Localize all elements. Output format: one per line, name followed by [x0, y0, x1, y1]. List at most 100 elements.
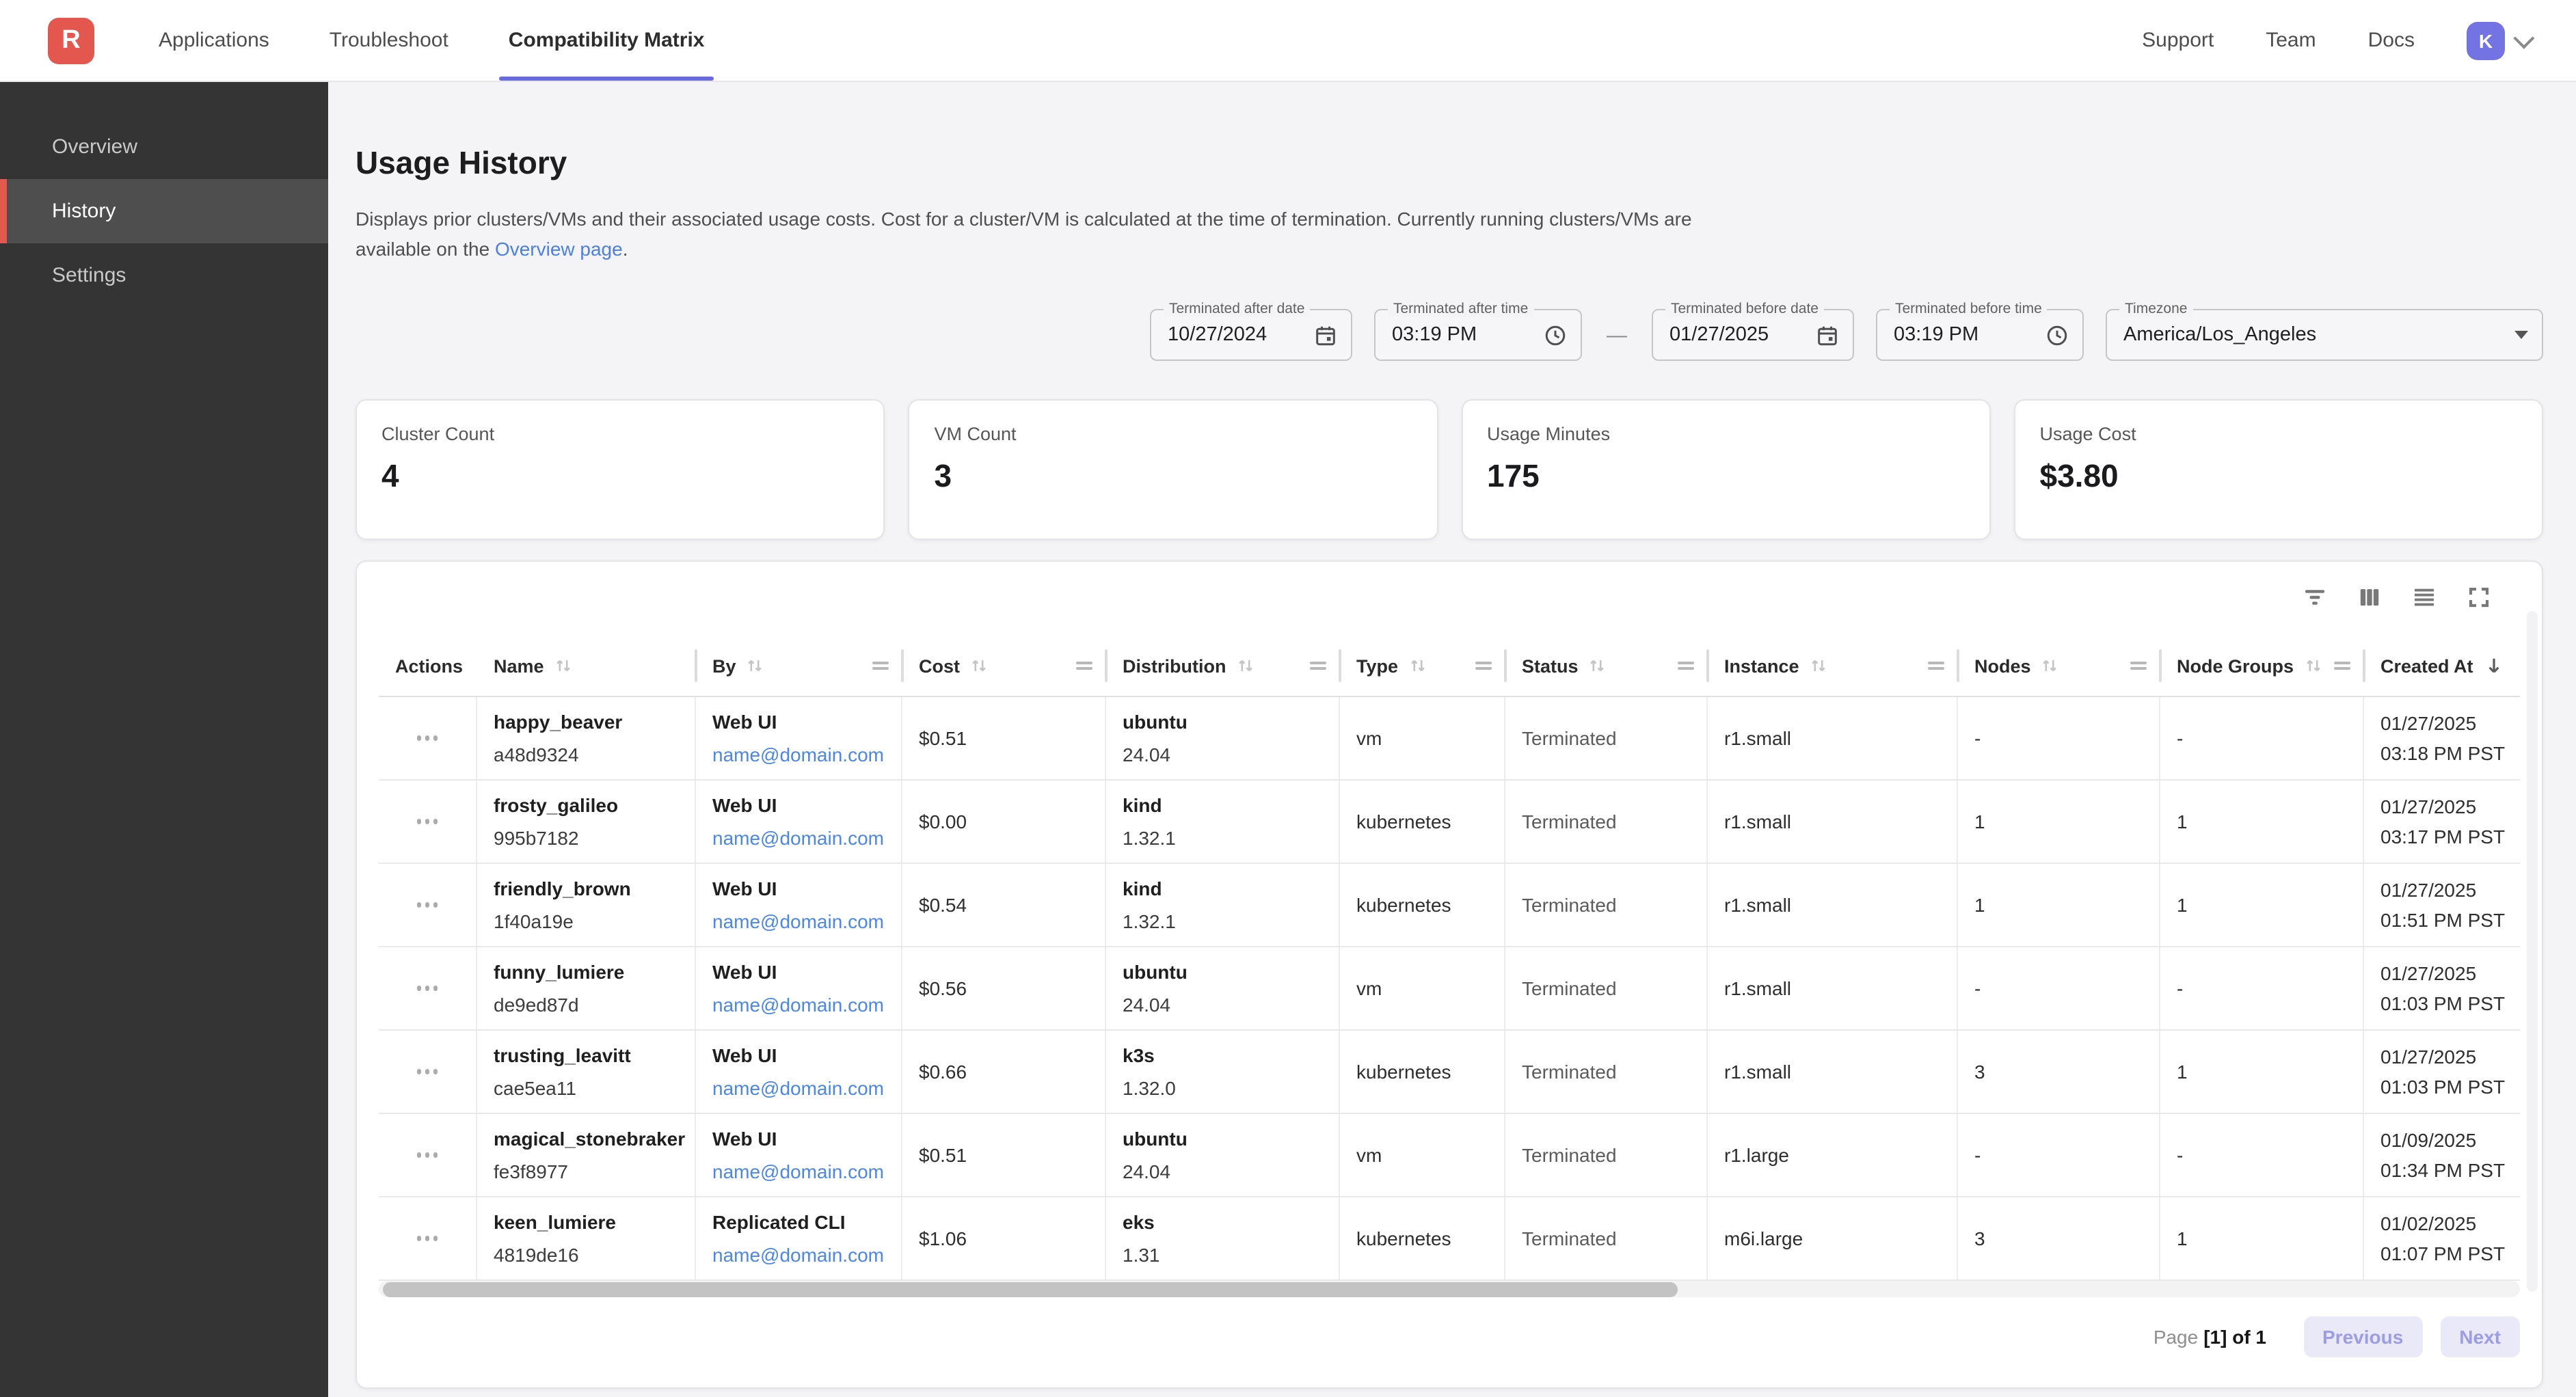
column-header-created-at[interactable]: Created At [2364, 636, 2520, 696]
terminated-after-time-field[interactable]: Terminated after time 03:19 PM [1374, 301, 1582, 361]
sort-icon[interactable] [1809, 656, 1828, 675]
column-menu-icon[interactable] [1310, 661, 1326, 670]
created-by-email-link[interactable]: name@domain.com [712, 826, 884, 848]
column-header-instance[interactable]: Instance [1708, 636, 1959, 696]
table-row: trusting_leavitt cae5ea11 Web UI name@doma… [379, 1031, 2520, 1114]
avatar[interactable]: K [2467, 21, 2505, 59]
nav-link-team[interactable]: Team [2266, 29, 2316, 52]
table-footer: Page [1] of 1 Previous Next [357, 1297, 2542, 1357]
tab-troubleshoot[interactable]: Troubleshoot [329, 29, 448, 52]
column-header-cost[interactable]: Cost [902, 636, 1108, 696]
sort-icon[interactable] [2303, 656, 2322, 675]
nodes-cell: 3 [1958, 1197, 2160, 1279]
cluster-id: fe3f8977 [494, 1160, 568, 1182]
calendar-icon[interactable] [1816, 323, 1839, 347]
density-icon[interactable] [2411, 584, 2438, 611]
clock-icon[interactable] [2045, 323, 2069, 347]
column-header-type[interactable]: Type [1340, 636, 1507, 696]
column-header-status[interactable]: Status [1505, 636, 1709, 696]
row-actions-button[interactable] [412, 728, 443, 749]
column-menu-icon[interactable] [1678, 661, 1694, 670]
horizontal-scrollbar-thumb[interactable] [383, 1281, 1678, 1297]
column-menu-icon[interactable] [2334, 661, 2350, 670]
sort-icon[interactable] [1408, 656, 1427, 675]
column-header-by[interactable]: By [696, 636, 904, 696]
created-by-email-link[interactable]: name@domain.com [712, 993, 884, 1015]
column-header-node-groups[interactable]: Node Groups [2160, 636, 2365, 696]
cost-cell: $0.00 [902, 781, 1106, 863]
columns-icon[interactable] [2356, 584, 2383, 611]
column-menu-icon[interactable] [2130, 661, 2147, 670]
tab-compatibility-matrix[interactable]: Compatibility Matrix [498, 0, 715, 81]
page-title: Usage History [355, 145, 567, 180]
clock-icon[interactable] [1544, 323, 1567, 347]
actions-cell [379, 947, 477, 1029]
distribution-name: ubuntu [1123, 960, 1188, 982]
created-at-cell: 01/27/2025 01:03 PM PST [2364, 1031, 2520, 1113]
nav-right: Support Team Docs K [2142, 21, 2535, 59]
terminated-before-date-field[interactable]: Terminated before date 01/27/2025 [1652, 301, 1854, 361]
column-header-nodes[interactable]: Nodes [1958, 636, 2162, 696]
row-actions-button[interactable] [412, 1145, 443, 1166]
row-actions-button[interactable] [412, 1061, 443, 1083]
sort-icon[interactable] [969, 656, 989, 675]
instance-cell: r1.small [1708, 697, 1958, 779]
next-page-button[interactable]: Next [2440, 1316, 2520, 1357]
filter-icon[interactable] [2301, 584, 2329, 611]
nav-link-docs[interactable]: Docs [2367, 29, 2415, 52]
terminated-after-date-field[interactable]: Terminated after date 10/27/2024 [1150, 301, 1352, 361]
distribution-version: 24.04 [1123, 993, 1171, 1015]
sort-icon[interactable] [746, 656, 765, 675]
field-label: Terminated before time [1890, 301, 2048, 317]
sort-icon[interactable] [554, 656, 573, 675]
column-header-distribution[interactable]: Distribution [1106, 636, 1341, 696]
column-menu-icon[interactable] [1076, 661, 1092, 670]
sidebar-item-settings[interactable]: Settings [52, 264, 126, 287]
previous-page-button[interactable]: Previous [2303, 1316, 2423, 1357]
created-by-email-link[interactable]: name@domain.com [712, 1243, 884, 1265]
sort-icon[interactable] [1588, 656, 1607, 675]
sidebar-item-history[interactable]: History [0, 179, 328, 243]
sort-icon[interactable] [2041, 656, 2060, 675]
row-actions-button[interactable] [412, 978, 443, 999]
created-by-email-link[interactable]: name@domain.com [712, 1076, 884, 1098]
nodes-cell: 1 [1958, 781, 2160, 863]
field-label: Terminated before date [1665, 301, 1824, 317]
sidebar-item-overview[interactable]: Overview [52, 135, 138, 159]
sort-desc-icon[interactable] [2483, 655, 2505, 677]
distribution-cell: ubuntu 24.04 [1106, 1114, 1340, 1196]
column-separator [900, 649, 904, 682]
type-cell: vm [1340, 947, 1505, 1029]
row-actions-button[interactable] [412, 895, 443, 916]
name-cell: funny_lumiere de9ed87d [477, 947, 696, 1029]
chevron-down-icon [2513, 27, 2535, 49]
nodes-cell: - [1958, 697, 2160, 779]
cost-cell: $0.56 [902, 947, 1106, 1029]
stat-value: $3.80 [2039, 458, 2119, 493]
cluster-id: cae5ea11 [494, 1076, 576, 1098]
row-actions-button[interactable] [412, 1228, 443, 1249]
calendar-icon[interactable] [1314, 323, 1337, 347]
row-actions-button[interactable] [412, 811, 443, 832]
fullscreen-icon[interactable] [2465, 584, 2493, 611]
created-by-email-link[interactable]: name@domain.com [712, 1160, 884, 1182]
sort-icon[interactable] [1236, 656, 1255, 675]
nav-link-support[interactable]: Support [2142, 29, 2214, 52]
column-separator [1956, 649, 1959, 682]
timezone-select[interactable]: Timezone America/Los_Angeles [2106, 301, 2543, 361]
column-header-name[interactable]: Name [477, 636, 697, 696]
account-menu[interactable]: K [2467, 21, 2535, 59]
by-cell: Web UI name@domain.com [696, 947, 902, 1029]
column-menu-icon[interactable] [1475, 661, 1492, 670]
created-by-email-link[interactable]: name@domain.com [712, 910, 884, 932]
sidebar: Overview History Settings [0, 82, 328, 1397]
created-by-email-link[interactable]: name@domain.com [712, 743, 884, 765]
overview-page-link[interactable]: Overview page [494, 238, 623, 260]
distribution-version: 1.32.1 [1123, 826, 1176, 848]
terminated-before-time-field[interactable]: Terminated before time 03:19 PM [1876, 301, 2084, 361]
tab-applications[interactable]: Applications [159, 29, 269, 52]
type-cell: vm [1340, 1114, 1505, 1196]
column-menu-icon[interactable] [1928, 661, 1944, 670]
column-menu-icon[interactable] [872, 661, 889, 670]
stat-label: Cluster Count [381, 424, 495, 444]
